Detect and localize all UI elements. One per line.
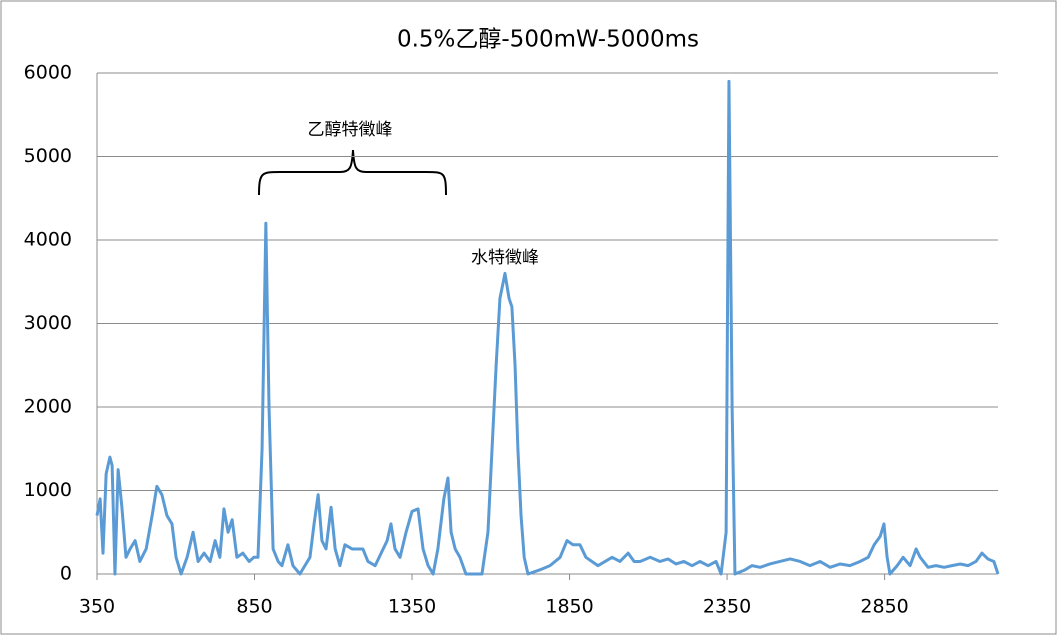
annotation: 水特徵峰 — [471, 248, 539, 268]
x-tick-label: 1850 — [545, 596, 593, 618]
y-tick-label: 4000 — [24, 229, 72, 251]
x-tick-label: 850 — [236, 596, 272, 618]
y-tick-label: 0 — [60, 563, 72, 585]
y-tick-label: 6000 — [24, 62, 72, 84]
y-tick-label: 1000 — [24, 479, 72, 501]
x-tick-label: 2350 — [703, 596, 751, 618]
chart-title: 0.5%乙醇-500mW-5000ms — [397, 27, 699, 53]
x-tick-label: 1350 — [388, 596, 436, 618]
bracket — [258, 149, 447, 196]
x-tick-label: 350 — [79, 596, 115, 618]
y-tick-label: 5000 — [24, 145, 72, 167]
annotation: 乙醇特徵峰 — [308, 120, 393, 140]
x-tick-label: 2850 — [860, 596, 908, 618]
data-line — [95, 79, 1000, 576]
y-tick-label: 3000 — [24, 312, 72, 334]
y-tick-label: 2000 — [24, 396, 72, 418]
